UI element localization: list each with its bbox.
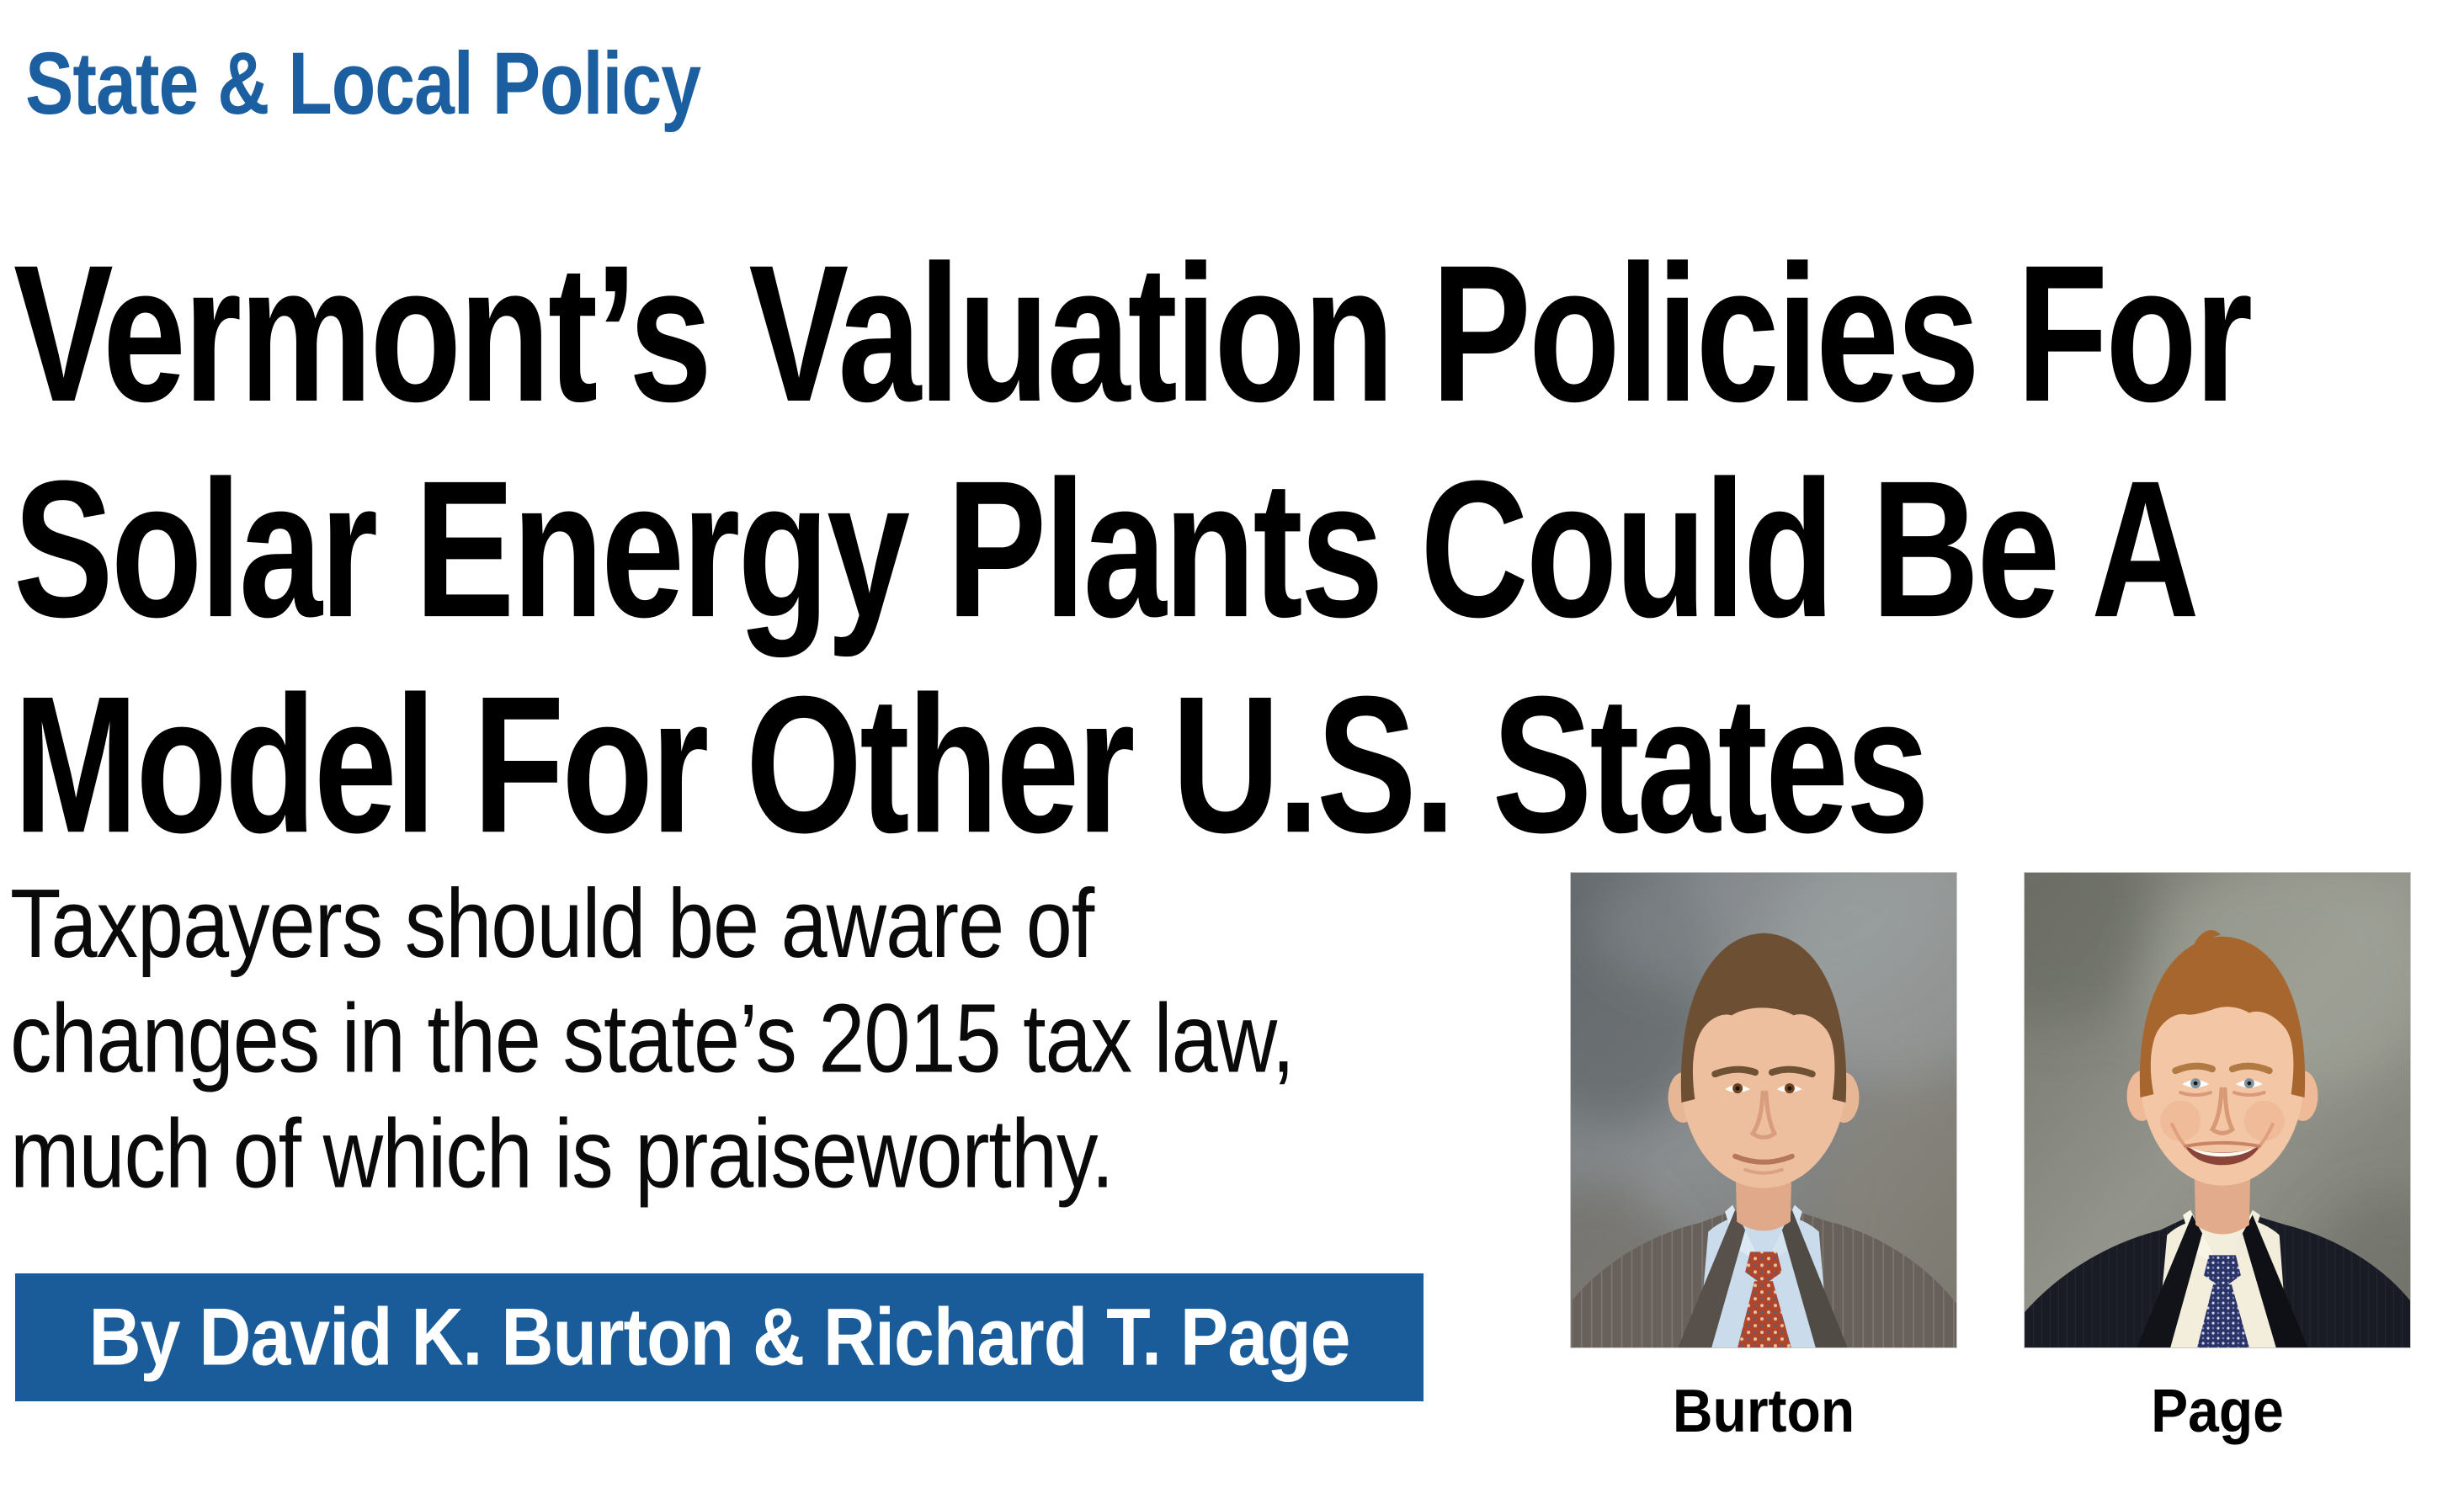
photo-caption-page: Page xyxy=(2151,1376,2284,1445)
headline: Vermont’s Valuation Policies For Solar E… xyxy=(13,224,2253,874)
headline-line-3: Model For Other U.S. States xyxy=(13,655,1929,874)
byline-text: By David K. Burton & Richard T. Page xyxy=(88,1291,1351,1383)
headline-line-1: Vermont’s Valuation Policies For xyxy=(13,224,2253,443)
burton-portrait-illustration xyxy=(1571,873,1956,1347)
section-kicker: State & Local Policy xyxy=(25,35,701,134)
page-portrait-illustration xyxy=(2025,873,2410,1347)
headline-line-2: Solar Energy Plants Could Be A xyxy=(13,439,2200,658)
portrait-photo-page xyxy=(2024,872,2411,1348)
deck-text: Taxpayers should be aware of changes in … xyxy=(10,865,1295,1211)
deck-line-3: much of which is praiseworthy. xyxy=(10,1098,1115,1209)
deck-line-1: Taxpayers should be aware of xyxy=(10,868,1094,978)
portrait-photo-burton xyxy=(1570,872,1957,1348)
deck-line-2: changes in the state’s 2015 tax law, xyxy=(10,983,1295,1093)
byline-banner: By David K. Burton & Richard T. Page xyxy=(15,1273,1424,1401)
photo-caption-burton: Burton xyxy=(1672,1376,1855,1445)
